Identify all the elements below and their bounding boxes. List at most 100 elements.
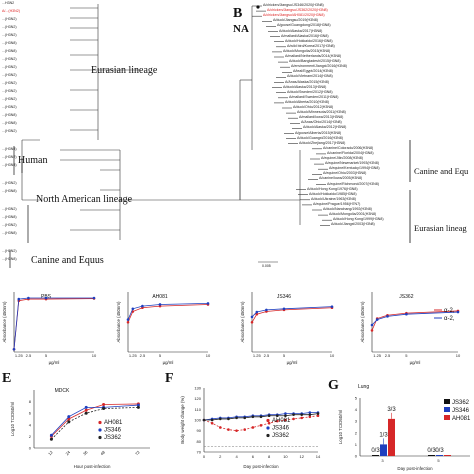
x-tick-label: 6 <box>252 454 255 459</box>
x-tick-label: 1.25 <box>15 353 24 358</box>
legend-label: AH081 <box>272 418 291 424</box>
na-tree-leaf: A/duck/Minnesota/2011(H3N8) <box>297 110 346 115</box>
scale-bar-label: 0.005 <box>262 264 271 268</box>
x-tick-label: 1.25 <box>129 353 138 358</box>
left-tree-leaf: ...(H3N8) <box>2 215 17 219</box>
panel-e-letter: E <box>2 371 12 386</box>
na-tree-leaf: A/Anas/Ohio/2014(H3N8) <box>301 120 342 125</box>
clade-label-north-american: North American lineage <box>36 194 133 205</box>
na-tree-leaf: A/duck/Jiangxi/2003(H3N8) <box>331 222 375 227</box>
x-tick-label: 10 <box>330 353 335 358</box>
na-tree-leaf: A/equine/Ohio/2003(H3N8) <box>323 171 367 176</box>
x-tick-label: 10 <box>456 353 461 358</box>
y-tick-label: 8 <box>29 399 32 404</box>
x-tick-label: 5 <box>405 353 408 358</box>
red-series-line <box>251 307 333 323</box>
x-tick-label: 1.25 <box>373 353 382 358</box>
bar-annotation: 0/3 <box>371 448 380 454</box>
bar <box>380 444 387 456</box>
na-tree-leaf: A/mallard/Iowa/2013(H3N8) <box>299 115 344 120</box>
x-tick-label: 36 <box>82 449 89 456</box>
na-tree-leaf: A/duck/Bangladesh/2015(H3N8) <box>289 59 341 64</box>
y-tick-label: 130 <box>194 386 201 391</box>
y-axis-label: Absorbance (450nm) <box>116 301 121 343</box>
na-tree-leaf: A/duck/Ohio/2012(H3N8) <box>293 105 334 109</box>
left-tree-leaf: ...(H3N2) <box>2 155 17 159</box>
left-tree-leaf: ...(H3N2) <box>2 97 17 101</box>
na-tree-leaf: A/duck/Zhejiang/2017(H3N8) <box>299 140 346 145</box>
bar <box>372 455 379 456</box>
x-tick-label: 10 <box>206 353 211 358</box>
y-tick-label: 120 <box>194 396 201 401</box>
na-tree-leaf: A/duck/Alaska/2017(H3N8) <box>279 28 323 33</box>
left-tree-leaf: ...(H3N8) <box>2 121 17 125</box>
left-tree-leaf: ...(H3N8) <box>2 189 17 193</box>
na-tree-leaf: A/duck/Hong Kong/1976(H3N8) <box>307 186 358 191</box>
left-tree-leaf: ...(H3N8) <box>2 231 17 235</box>
x-tick-label: 14 <box>316 454 321 459</box>
clade-label-human: Human <box>18 155 48 166</box>
y-axis-label: Absorbance (450nm) <box>240 301 245 343</box>
series-point <box>251 426 255 429</box>
na-tree-leaf: A/canine/Colorado/2006(H3N8) <box>323 145 374 150</box>
legend-swatch <box>444 415 450 420</box>
panel-b-letter: B <box>233 6 243 21</box>
bar <box>428 455 435 456</box>
na-tree-leaf: A/duck/Hong Kong/1999(H3N8) <box>333 217 384 222</box>
na-tree-leaf: A/equine/Prague/1956(H7N7) <box>313 201 361 206</box>
na-tree-leaf: A/equine/Richmond/2007(H3N8) <box>327 181 379 186</box>
na-tree-leaf: A/environment/Jiangxi/2016(H3N8) <box>291 64 347 69</box>
legend-label: JS346 <box>452 408 470 414</box>
left-tree-leaf: ...(H3N2) <box>2 33 17 37</box>
left-tree-leaf: ...(H3N2) <box>2 105 17 109</box>
na-tree-leaf: A/wild bird/Korea/2017(H3N8) <box>287 43 335 48</box>
bar <box>436 455 443 456</box>
legend-label: α-2, <box>444 316 455 322</box>
y-axis-label: Body weight change (%) <box>180 396 185 444</box>
x-tick-label: 3 <box>381 458 384 463</box>
blue-series-line <box>127 303 209 320</box>
legend-label: JS346 <box>104 428 122 434</box>
na-tree-leaf: A/duck/Nanchang/1992(H3N8) <box>323 207 372 211</box>
x-tick-label: 48 <box>99 449 106 456</box>
y-tick-label: 4 <box>355 407 358 412</box>
series-point <box>300 416 304 420</box>
na-tree-leaf: A/duck/Hokkaido/2016(H3N8) <box>285 38 333 43</box>
y-axis-label: Log10 TCID50/ml <box>338 410 343 444</box>
y-tick-label: 70 <box>197 450 202 455</box>
na-tree-leaf: A/goose/Alberta/2015(H3N8) <box>295 130 342 135</box>
legend-label: α-2, <box>444 308 455 314</box>
y-tick-label: 80 <box>197 439 202 444</box>
blue-series-line <box>251 306 333 318</box>
left-tree-leaf: ...(H3N2) <box>2 73 17 77</box>
red-series-line <box>127 304 209 323</box>
x-axis-label: Day post-infection <box>397 466 433 471</box>
left-tree-branches <box>9 4 241 268</box>
legend-swatch <box>266 426 270 430</box>
binding-panel: JS362 Absorbance (450nm) µg/ml 1.25 2.5 5 10 α-… <box>360 292 461 365</box>
left-tree-leaf: ...(H3N2) <box>2 25 17 29</box>
x-tick-label: 10 <box>92 353 97 358</box>
legend-swatch <box>266 418 270 423</box>
left-tree-leaf: ...(H3N2) <box>2 57 17 61</box>
series-point <box>235 429 238 432</box>
x-tick-label: 2.5 <box>385 353 391 358</box>
panel-title: JS362 <box>399 294 413 300</box>
y-tick-label: 2 <box>29 434 32 439</box>
series-point <box>275 419 279 423</box>
na-tree-leaf: A/Anas/Alaska/2015(H3N8) <box>285 79 329 84</box>
left-tree-leaf: ...(H3N2) <box>2 89 17 93</box>
y-tick-label: 0 <box>355 454 358 459</box>
x-axis-label: Day post-infection <box>243 464 279 469</box>
legend-label: JS362 <box>272 433 290 439</box>
legend-label: AH081 <box>104 420 123 426</box>
x-tick-label: 8 <box>268 454 271 459</box>
left-tree-leaf: ...(H3N2) <box>2 249 17 253</box>
x-tick-label: 5 <box>283 353 286 358</box>
y-tick-label: 110 <box>195 407 202 412</box>
x-tick-label: 2.5 <box>26 353 32 358</box>
panel-title: JS346 <box>277 294 291 300</box>
series-line <box>51 403 139 437</box>
